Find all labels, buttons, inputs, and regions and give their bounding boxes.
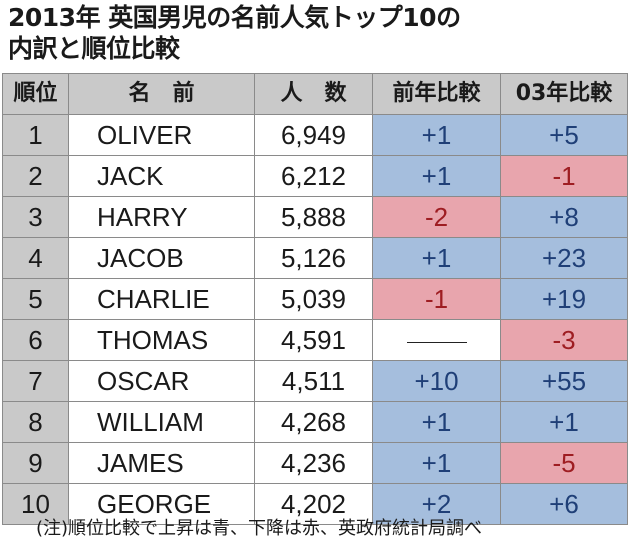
- table-row: 1 OLIVER 6,949 +1 +5: [2, 114, 628, 156]
- chart-title: 2013年 英国男児の名前人気トップ10の 内訳と順位比較: [8, 2, 628, 64]
- header-row: 順位 名 前 人 数 前年比較 03年比較: [2, 73, 628, 115]
- no-change-dash: [406, 341, 467, 343]
- count-cell: 4,268: [254, 401, 373, 443]
- rank-cell: 10: [2, 483, 69, 525]
- name-cell: OLIVER: [68, 114, 255, 156]
- change-since-2003-cell: +6: [500, 483, 628, 525]
- name-cell: HARRY: [68, 196, 255, 238]
- change-since-2003-cell: +23: [500, 237, 628, 279]
- prev-year-change-cell: +2: [372, 483, 501, 525]
- change-since-2003-cell: +55: [500, 360, 628, 402]
- header-2003: 03年比較: [500, 73, 628, 115]
- header-name: 名 前: [68, 73, 255, 115]
- header-prev-year: 前年比較: [372, 73, 501, 115]
- change-since-2003-cell: +1: [500, 401, 628, 443]
- rank-cell: 7: [2, 360, 69, 402]
- count-cell: 6,949: [254, 114, 373, 156]
- table-row: 7 OSCAR 4,511 +10 +55: [2, 360, 628, 402]
- table-body: 1 OLIVER 6,949 +1 +5 2 JACK 6,212 +1 -1 3 HARRY 5,88…: [2, 114, 628, 525]
- rank-cell: 5: [2, 278, 69, 320]
- prev-year-change-cell: -2: [372, 196, 501, 238]
- count-cell: 4,202: [254, 483, 373, 525]
- prev-year-change-cell: +1: [372, 442, 501, 484]
- change-since-2003-cell: +8: [500, 196, 628, 238]
- count-cell: 4,511: [254, 360, 373, 402]
- header-rank: 順位: [2, 73, 69, 115]
- rank-cell: 4: [2, 237, 69, 279]
- count-cell: 6,212: [254, 155, 373, 197]
- rank-cell: 1: [2, 114, 69, 156]
- rank-cell: 2: [2, 155, 69, 197]
- table-row: 2 JACK 6,212 +1 -1: [2, 155, 628, 197]
- prev-year-change-cell: +1: [372, 114, 501, 156]
- prev-year-change-cell: [372, 319, 501, 361]
- header-count: 人 数: [254, 73, 373, 115]
- count-cell: 5,888: [254, 196, 373, 238]
- name-cell: JACK: [68, 155, 255, 197]
- title-line-1: 2013年 英国男児の名前人気トップ10の: [8, 3, 461, 32]
- change-since-2003-cell: -1: [500, 155, 628, 197]
- prev-year-change-cell: +1: [372, 401, 501, 443]
- name-cell: WILLIAM: [68, 401, 255, 443]
- count-cell: 4,591: [254, 319, 373, 361]
- name-cell: CHARLIE: [68, 278, 255, 320]
- prev-year-change-cell: +10: [372, 360, 501, 402]
- prev-year-change-cell: +1: [372, 155, 501, 197]
- prev-year-change-cell: -1: [372, 278, 501, 320]
- ranking-table: 順位 名 前 人 数 前年比較 03年比較 1 OLIVER 6,949 +1 +5 2 J…: [2, 73, 628, 525]
- change-since-2003-cell: -3: [500, 319, 628, 361]
- count-cell: 5,126: [254, 237, 373, 279]
- table-row: 8 WILLIAM 4,268 +1 +1: [2, 401, 628, 443]
- table-row: 5 CHARLIE 5,039 -1 +19: [2, 278, 628, 320]
- name-cell: JAMES: [68, 442, 255, 484]
- table-row: 4 JACOB 5,126 +1 +23: [2, 237, 628, 279]
- rank-cell: 3: [2, 196, 69, 238]
- count-cell: 4,236: [254, 442, 373, 484]
- name-cell: GEORGE: [68, 483, 255, 525]
- table-row: 9 JAMES 4,236 +1 -5: [2, 442, 628, 484]
- name-cell: OSCAR: [68, 360, 255, 402]
- table-row: 3 HARRY 5,888 -2 +8: [2, 196, 628, 238]
- change-since-2003-cell: -5: [500, 442, 628, 484]
- rank-cell: 9: [2, 442, 69, 484]
- table-row: 10 GEORGE 4,202 +2 +6: [2, 483, 628, 525]
- name-cell: JACOB: [68, 237, 255, 279]
- footnote: (注)順位比較で上昇は青、下降は赤、英政府統計局調べ: [36, 518, 483, 539]
- name-cell: THOMAS: [68, 319, 255, 361]
- table-row: 6 THOMAS 4,591 -3: [2, 319, 628, 361]
- prev-year-change-cell: +1: [372, 237, 501, 279]
- change-since-2003-cell: +19: [500, 278, 628, 320]
- rank-cell: 6: [2, 319, 69, 361]
- rank-cell: 8: [2, 401, 69, 443]
- title-line-2: 内訳と順位比較: [8, 34, 180, 63]
- change-since-2003-cell: +5: [500, 114, 628, 156]
- count-cell: 5,039: [254, 278, 373, 320]
